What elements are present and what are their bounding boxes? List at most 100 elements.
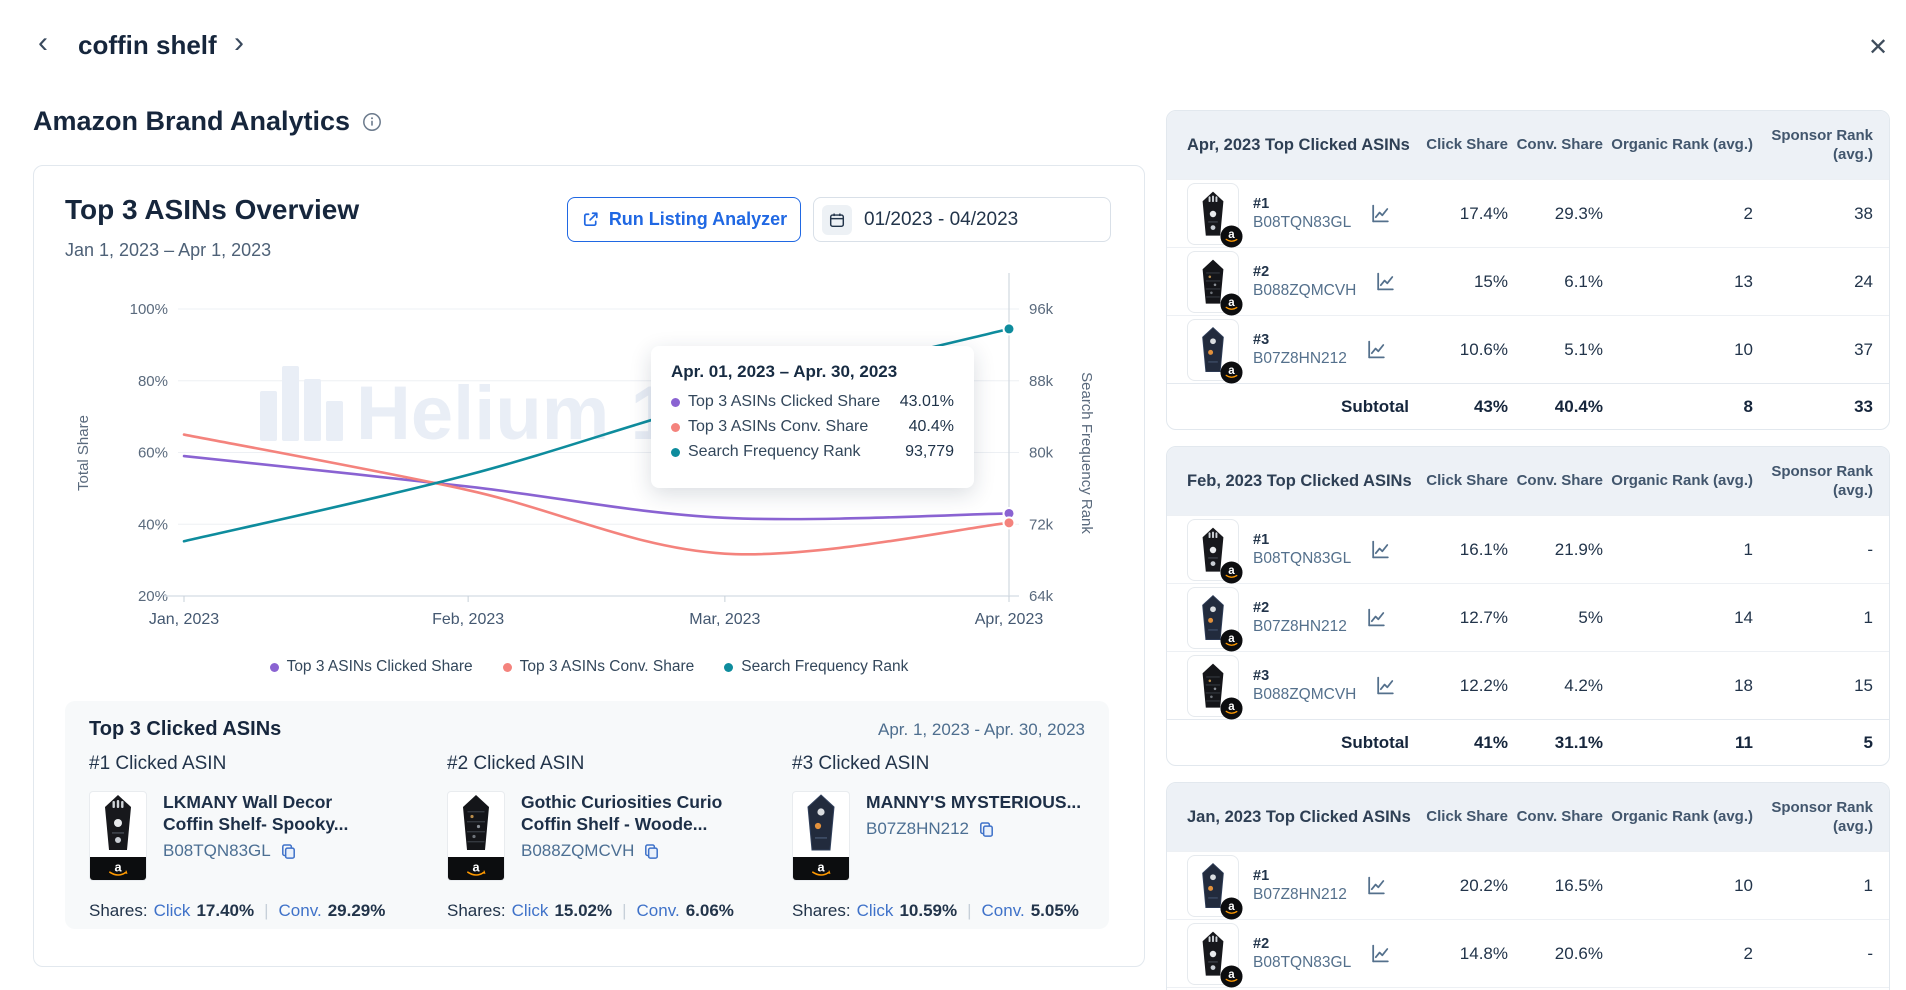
asin-link[interactable]: B07Z8HN212 [866,819,970,838]
conv-share-value: 5.05% [1030,901,1079,920]
tooltip-row: Top 3 ASINs Clicked Share 43.01% [671,393,954,411]
column-header: Conv. Share [1516,136,1603,154]
subtotal-value: 8 [1743,396,1753,416]
table-cell: 1 [1743,539,1753,559]
line-chart-icon[interactable] [1369,202,1392,225]
table-cell: 29.3% [1554,203,1603,223]
table-row: a #1 B07Z8HN212 20.2% 16.5% 10 1 [1167,851,1889,920]
svg-text:a: a [114,859,122,874]
shares-line: Shares: Click 17.40% | Conv. 29.29% [89,901,429,921]
tooltip-series-value: 40.4% [908,418,954,435]
shares-label: Shares: [447,901,506,920]
date-range-value: 01/2023 - 04/2023 [864,208,1019,230]
svg-text:a: a [1228,969,1235,981]
asin-link[interactable]: B088ZQMCVH [1253,281,1357,299]
shares-label: Shares: [89,901,148,920]
column-header: Organic Rank (avg.) [1611,136,1753,154]
amazon-logo-icon: a [467,859,486,876]
line-chart-icon[interactable] [1369,538,1392,561]
tooltip-series-label: Top 3 ASINs Clicked Share [688,393,881,410]
legend-item[interactable]: Search Frequency Rank [724,658,908,676]
shares-label: Shares: [792,901,851,920]
asin-link[interactable]: B08TQN83GL [163,841,271,860]
svg-text:a: a [1228,565,1235,577]
rank-label: #3 [1253,667,1270,684]
table-cell: 15 [1854,675,1873,695]
subtotal-value: 41% [1473,732,1508,752]
monthly-top-clicked-asins-tables: Apr, 2023 Top Clicked ASINs Click Share C… [1166,110,1890,990]
amazon-logo-icon: a [1220,696,1243,720]
asin-link[interactable]: B08TQN83GL [1253,213,1352,231]
svg-text:a: a [1228,365,1235,377]
table-cell: 15% [1473,271,1508,291]
table-row: a #2 B07Z8HN212 12.7% 5% 14 1 [1167,583,1889,652]
panel-date-range: Apr. 1, 2023 - Apr. 30, 2023 [878,720,1085,739]
run-listing-analyzer-button[interactable]: Run Listing Analyzer [567,197,801,242]
column-header: Organic Rank (avg.) [1611,808,1753,826]
line-chart-icon[interactable] [1369,942,1392,965]
asin-link[interactable]: B07Z8HN212 [1253,617,1347,635]
table-row: a #3 B088ZQMCVH 12.0%2.2%9 [1167,987,1889,990]
column-header: Click Share [1426,808,1508,826]
product-image: a [1187,854,1243,920]
coffin-product-art [1202,259,1224,304]
product-image: a [1187,586,1243,652]
table-cell: 38 [1854,203,1873,223]
subtotal-row: Subtotal 41% 31.1% 11 5 [1167,719,1889,765]
table-row: a #1 B08TQN83GL 16.1% 21.9% 1 - [1167,515,1889,584]
product-image: a [1187,654,1243,720]
svg-text:96k: 96k [1029,301,1054,318]
svg-text:Search Frequency Rank: Search Frequency Rank [1078,372,1095,534]
table-title: Jan, 2023 Top Clicked ASINs [1187,807,1411,826]
chart-tooltip: Apr. 01, 2023 – Apr. 30, 2023 Top 3 ASIN… [651,346,974,488]
coffin-product-art [1202,594,1224,640]
product-image: a [1187,250,1243,316]
copy-icon[interactable] [642,842,661,861]
conv-share-label: Conv. [981,901,1025,920]
copy-icon[interactable] [279,842,298,861]
page-title: Amazon Brand Analytics [33,106,351,136]
chevron-left-icon[interactable]: ‹ [38,26,48,59]
amazon-logo-icon: a [812,859,831,876]
copy-icon[interactable] [977,820,996,839]
table-cell: 20.2% [1459,875,1508,895]
svg-text:80%: 80% [138,373,168,390]
table-cell: 14 [1734,607,1753,627]
coffin-product-art [1202,931,1224,976]
asin-link[interactable]: B08TQN83GL [1253,549,1352,567]
table-cell: 14.8% [1459,943,1508,963]
legend-item[interactable]: Top 3 ASINs Clicked Share [269,658,473,676]
asin-link[interactable]: B088ZQMCVH [521,841,635,860]
info-icon[interactable] [362,112,382,132]
line-chart-icon[interactable] [1374,674,1397,697]
svg-text:a: a [1228,229,1235,241]
legend-item[interactable]: Top 3 ASINs Conv. Share [502,658,694,676]
helium10-watermark: Helium 10 [260,366,715,456]
calendar-icon [822,204,852,235]
amazon-logo-icon: a [1220,292,1243,316]
close-icon[interactable]: ✕ [1868,34,1889,61]
svg-text:a: a [1228,633,1235,645]
coffin-product-art [1202,326,1224,372]
line-chart-icon[interactable] [1374,270,1397,293]
date-range-picker[interactable]: 01/2023 - 04/2023 [813,197,1111,242]
table-cell: 6.1% [1564,271,1603,291]
divider: | [622,901,627,920]
table-cell: 10 [1734,339,1753,359]
external-link-icon [583,212,598,227]
rank-label: #2 [1253,599,1270,616]
chevron-right-icon[interactable]: › [234,26,244,59]
asin-link[interactable]: B08TQN83GL [1253,953,1352,971]
series-dot-icon [671,422,680,432]
asin-link[interactable]: B07Z8HN212 [1253,349,1347,367]
product-image: a [792,791,850,881]
asin-link[interactable]: B07Z8HN212 [1253,885,1347,903]
table-header: Apr, 2023 Top Clicked ASINs Click Share C… [1167,111,1889,179]
line-chart-icon[interactable] [1365,338,1388,361]
product-image: a [1187,518,1243,584]
subtotal-value: 33 [1854,396,1873,416]
line-chart-icon[interactable] [1365,874,1388,897]
line-chart-icon[interactable] [1365,606,1388,629]
amazon-logo-icon: a [1220,224,1243,248]
asin-link[interactable]: B088ZQMCVH [1253,685,1357,703]
